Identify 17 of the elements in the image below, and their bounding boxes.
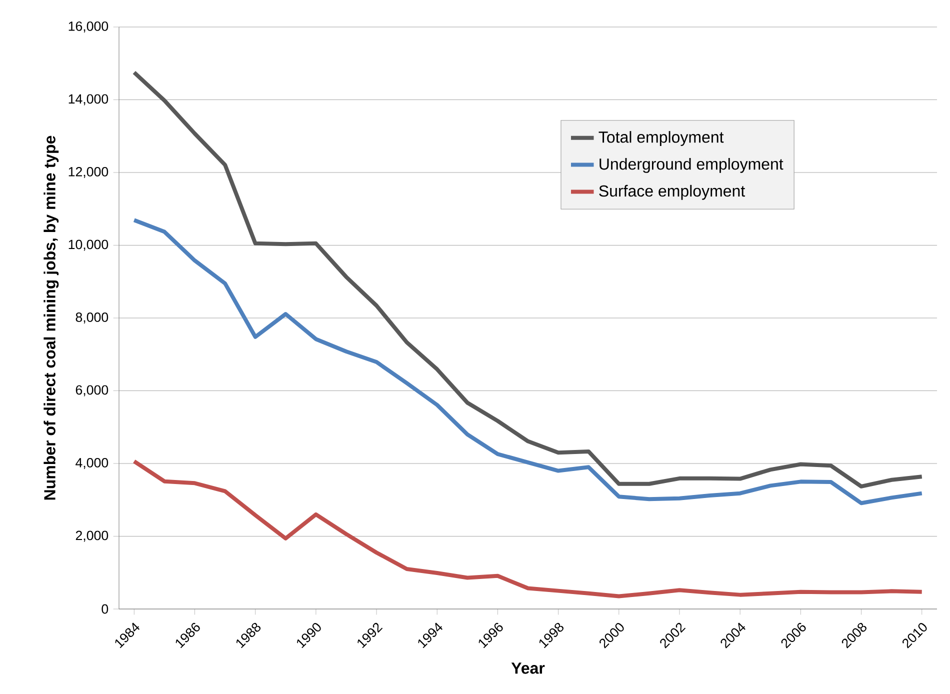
y-tick-label: 14,000 <box>68 94 108 106</box>
y-tick-label: 4,000 <box>76 458 108 470</box>
y-tick-label: 6,000 <box>76 385 108 396</box>
legend-label: Total employment <box>598 131 724 146</box>
y-tick-label: 8,000 <box>76 312 108 324</box>
y-tick-label: 2,000 <box>76 530 108 542</box>
line-series <box>132 459 924 598</box>
line-series <box>132 70 924 488</box>
legend-label: Underground employment <box>600 158 784 173</box>
legend-label: Surface employment <box>599 184 745 200</box>
y-tick-label: 12,000 <box>68 166 108 178</box>
y-axis-title: Number of direct coal mining jobs, by mine type <box>44 136 59 500</box>
y-tick-label: 16,000 <box>68 21 108 33</box>
line-series <box>132 218 924 506</box>
x-axis-title: Year <box>511 662 545 674</box>
y-tick-label: 10,000 <box>68 240 108 251</box>
y-tick-label: 0 <box>102 604 108 614</box>
